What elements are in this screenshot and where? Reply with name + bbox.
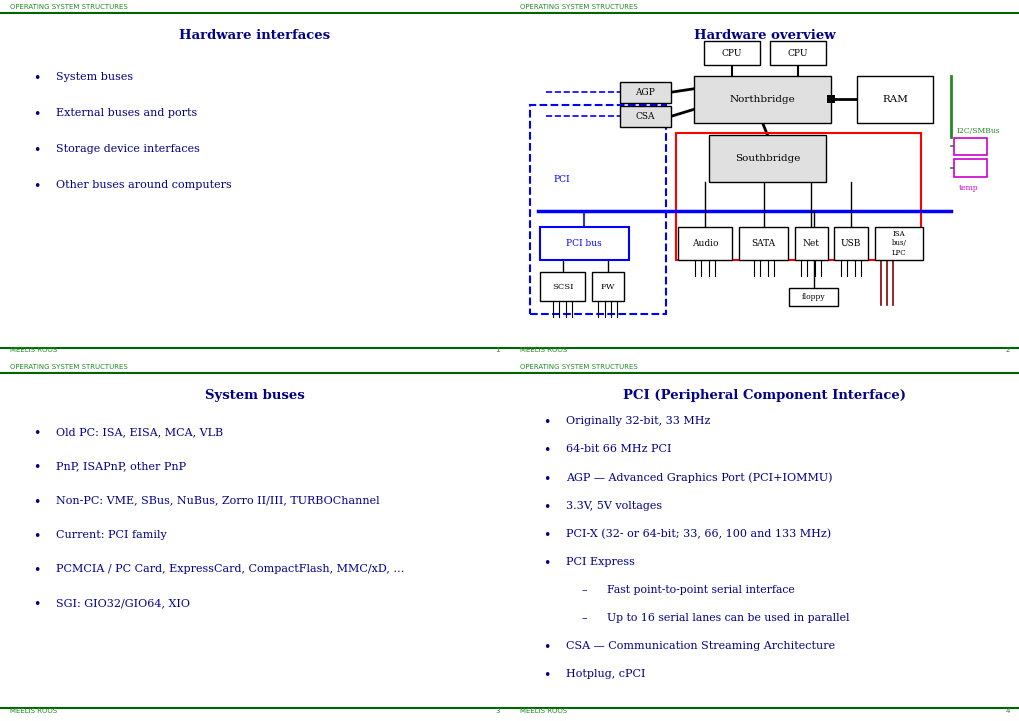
Text: PCI (Peripheral Component Interface): PCI (Peripheral Component Interface) [623, 389, 906, 402]
Text: OPERATING SYSTEM STRUCTURES: OPERATING SYSTEM STRUCTURES [520, 4, 637, 9]
Text: •: • [543, 529, 550, 542]
Text: •: • [34, 598, 41, 611]
Text: ISA
bus/
LPC: ISA bus/ LPC [891, 230, 906, 257]
Text: Non-PC: VME, SBus, NuBus, Zorro II/III, TURBOChannel: Non-PC: VME, SBus, NuBus, Zorro II/III, … [56, 496, 379, 505]
Text: Originally 32-bit, 33 MHz: Originally 32-bit, 33 MHz [566, 417, 710, 426]
Text: MEELIS ROOS: MEELIS ROOS [520, 348, 567, 353]
Text: •: • [34, 530, 41, 543]
Text: MEELIS ROOS: MEELIS ROOS [520, 708, 567, 714]
Text: USB: USB [840, 239, 860, 248]
Text: RAM: RAM [881, 94, 907, 104]
Text: PCI: PCI [552, 175, 570, 184]
Text: •: • [34, 144, 41, 157]
Text: OPERATING SYSTEM STRUCTURES: OPERATING SYSTEM STRUCTURES [10, 4, 127, 9]
Text: •: • [34, 461, 41, 474]
FancyBboxPatch shape [620, 81, 671, 103]
Text: Hardware interfaces: Hardware interfaces [179, 29, 330, 42]
FancyBboxPatch shape [789, 288, 838, 306]
Text: 3: 3 [495, 708, 499, 714]
Text: PCI Express: PCI Express [566, 557, 635, 567]
Text: •: • [34, 496, 41, 509]
Text: AGP: AGP [635, 88, 654, 97]
FancyBboxPatch shape [620, 106, 671, 127]
Text: SCSI: SCSI [551, 283, 573, 291]
Text: SGI: GIO32/GIO64, XIO: SGI: GIO32/GIO64, XIO [56, 598, 190, 609]
Text: Current: PCI family: Current: PCI family [56, 530, 167, 540]
Text: floppy: floppy [801, 293, 824, 301]
Text: Net: Net [802, 239, 819, 248]
FancyBboxPatch shape [539, 227, 628, 260]
Text: Audio: Audio [691, 239, 717, 248]
FancyBboxPatch shape [834, 227, 867, 260]
FancyBboxPatch shape [794, 227, 827, 260]
Text: System buses: System buses [56, 72, 133, 82]
Text: PCI-X (32- or 64-bit; 33, 66, 100 and 133 MHz): PCI-X (32- or 64-bit; 33, 66, 100 and 13… [566, 529, 830, 539]
Text: Fast point-to-point serial interface: Fast point-to-point serial interface [606, 585, 794, 595]
FancyBboxPatch shape [708, 136, 825, 182]
FancyBboxPatch shape [693, 76, 830, 123]
Text: CSA: CSA [635, 112, 654, 121]
Text: MEELIS ROOS: MEELIS ROOS [10, 708, 57, 714]
Text: •: • [543, 557, 550, 570]
FancyBboxPatch shape [856, 76, 932, 123]
Text: PCI bus: PCI bus [566, 239, 601, 248]
Text: CPU: CPU [787, 49, 808, 58]
FancyBboxPatch shape [591, 272, 624, 301]
Text: Hardware overview: Hardware overview [694, 29, 835, 42]
Text: SATA: SATA [751, 239, 775, 248]
Bar [826, 94, 835, 103]
Text: PCMCIA / PC Card, ExpressCard, CompactFlash, MMC/xD, …: PCMCIA / PC Card, ExpressCard, CompactFl… [56, 564, 405, 574]
Text: •: • [543, 500, 550, 514]
Text: AGP — Advanced Graphics Port (PCI+IOMMU): AGP — Advanced Graphics Port (PCI+IOMMU) [566, 473, 832, 483]
Text: •: • [543, 444, 550, 458]
Text: Hotplug, cPCI: Hotplug, cPCI [566, 669, 645, 679]
FancyBboxPatch shape [703, 41, 759, 65]
Text: •: • [34, 108, 41, 121]
Text: –: – [581, 613, 587, 623]
Text: 3.3V, 5V voltages: 3.3V, 5V voltages [566, 500, 661, 510]
Text: •: • [34, 564, 41, 578]
Text: I2C/SMBus: I2C/SMBus [956, 127, 999, 136]
FancyBboxPatch shape [678, 227, 732, 260]
Text: •: • [34, 72, 41, 85]
FancyBboxPatch shape [739, 227, 788, 260]
Text: FW: FW [600, 283, 614, 291]
FancyBboxPatch shape [874, 227, 922, 260]
FancyBboxPatch shape [953, 159, 986, 177]
Text: 4: 4 [1005, 708, 1009, 714]
Text: temp: temp [958, 184, 977, 192]
Text: Northbridge: Northbridge [729, 94, 795, 104]
FancyBboxPatch shape [769, 41, 825, 65]
Text: CSA — Communication Streaming Architecture: CSA — Communication Streaming Architectu… [566, 642, 835, 651]
Text: •: • [543, 473, 550, 486]
FancyBboxPatch shape [953, 138, 986, 155]
Text: 2: 2 [1005, 348, 1009, 353]
Text: •: • [34, 427, 41, 441]
Text: •: • [34, 180, 41, 193]
Text: •: • [543, 642, 550, 655]
FancyBboxPatch shape [539, 272, 585, 301]
Text: Old PC: ISA, EISA, MCA, VLB: Old PC: ISA, EISA, MCA, VLB [56, 427, 223, 437]
Text: •: • [543, 669, 550, 683]
Text: CPU: CPU [720, 49, 742, 58]
Text: Storage device interfaces: Storage device interfaces [56, 144, 200, 154]
Text: –: – [581, 585, 587, 595]
Text: •: • [543, 417, 550, 430]
Text: Southbridge: Southbridge [734, 154, 800, 163]
Text: MEELIS ROOS: MEELIS ROOS [10, 348, 57, 353]
Text: OPERATING SYSTEM STRUCTURES: OPERATING SYSTEM STRUCTURES [10, 364, 127, 370]
Text: Up to 16 serial lanes can be used in parallel: Up to 16 serial lanes can be used in par… [606, 613, 849, 623]
Text: 1: 1 [495, 348, 499, 353]
Text: OPERATING SYSTEM STRUCTURES: OPERATING SYSTEM STRUCTURES [520, 364, 637, 370]
Text: Other buses around computers: Other buses around computers [56, 180, 231, 190]
Text: 64-bit 66 MHz PCI: 64-bit 66 MHz PCI [566, 444, 671, 454]
Text: System buses: System buses [205, 389, 305, 402]
Text: External buses and ports: External buses and ports [56, 108, 197, 118]
Text: PnP, ISAPnP, other PnP: PnP, ISAPnP, other PnP [56, 461, 186, 472]
